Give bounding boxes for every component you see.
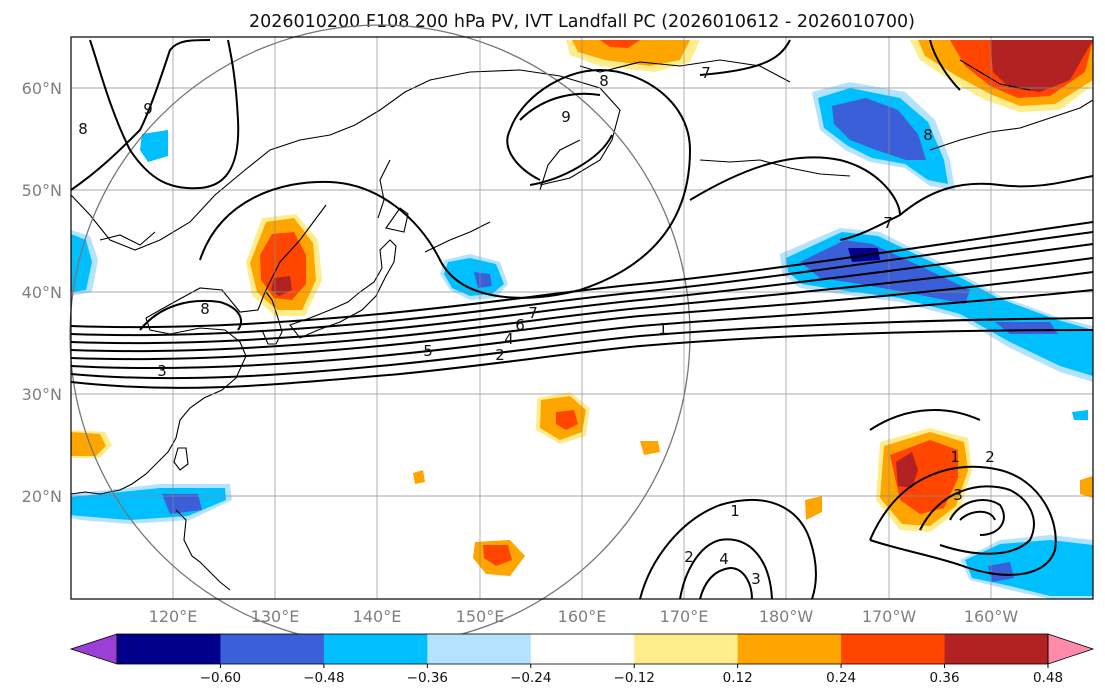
- contour-label-5: 5: [423, 342, 433, 360]
- contour-label-9b: 9: [561, 108, 571, 126]
- contour-label-3: 3: [157, 362, 167, 380]
- latitude-ticks: 60°N 50°N 40°N 30°N 20°N: [22, 79, 62, 506]
- colorbar-swatch: [944, 634, 1049, 664]
- colorbar-swatch: [117, 634, 221, 664]
- map-title: 2026010200 F108 200 hPa PV, IVT Landfall…: [249, 12, 915, 32]
- lat-tick-20n: 20°N: [22, 487, 62, 506]
- colorbar-extend-high: [1047, 633, 1095, 665]
- contour-label-7c: 7: [883, 214, 893, 232]
- contour-label-6: 6: [515, 316, 525, 334]
- colorbar-label: 0.48: [1033, 670, 1063, 686]
- pv-contours: [70, 39, 1094, 600]
- contour-label-4b: 4: [719, 550, 729, 568]
- lat-tick-50n: 50°N: [22, 181, 62, 200]
- contour-label-4: 4: [504, 330, 514, 348]
- colorbar-label: 0.36: [930, 670, 960, 686]
- contour-label-8c: 8: [599, 72, 609, 90]
- lon-tick-130e: 130°E: [251, 607, 300, 626]
- contour-label-7: 7: [701, 64, 711, 82]
- colorbar-label: −0.48: [303, 670, 344, 686]
- lon-tick-170w: 170°W: [862, 607, 917, 626]
- colorbar-extend-low: [69, 633, 118, 665]
- contour-label-2b: 2: [684, 548, 694, 566]
- colorbar-swatch: [323, 634, 428, 664]
- colorbar-label: −0.24: [510, 670, 551, 686]
- longitude-ticks: 120°E 130°E 140°E 150°E 160°E 170°E 180°…: [149, 607, 1019, 626]
- positive-anomaly-shading: [71, 40, 1093, 576]
- lon-tick-170e: 170°E: [660, 607, 709, 626]
- contour-label-7b: 7: [528, 304, 538, 322]
- colorbar-label: 0.24: [826, 670, 856, 686]
- lon-tick-180w: 180°W: [759, 607, 814, 626]
- colorbar-swatch: [220, 634, 325, 664]
- colorbar-swatch: [737, 634, 842, 664]
- contour-label-2: 2: [495, 346, 505, 364]
- contour-label-1b: 1: [730, 502, 740, 520]
- contour-label-3b: 3: [751, 570, 761, 588]
- colorbar-frame: [116, 633, 1049, 665]
- colorbar-swatch: [841, 634, 946, 664]
- negative-anomaly-shading: [71, 82, 1093, 599]
- colorbar-swatch: [634, 634, 739, 664]
- contour-label-8b: 8: [200, 300, 210, 318]
- colorbar: −0.60 −0.48 −0.36 −0.24 −0.12 0.12 0.24 0.36 0.4…: [69, 633, 1095, 686]
- contour-label-1: 1: [658, 320, 668, 338]
- colorbar-label: −0.60: [200, 670, 241, 686]
- contour-labels: 9 9 8 8 8 8 7 7 7 6 5 4 4 3 3 3 2 2 2 1 …: [78, 64, 995, 588]
- contour-label-3c: 3: [953, 486, 963, 504]
- lon-tick-140e: 140°E: [353, 607, 402, 626]
- map-frame: [70, 36, 1094, 600]
- contour-label-1c: 1: [950, 448, 960, 466]
- colorbar-swatch: [530, 634, 635, 664]
- lon-tick-160w: 160°W: [964, 607, 1019, 626]
- map-panel: 9 9 8 8 8 8 7 7 7 6 5 4 4 3 3 3 2 2 2 1 …: [69, 24, 1094, 646]
- lat-tick-30n: 30°N: [22, 385, 62, 404]
- colorbar-label: −0.12: [614, 670, 655, 686]
- colorbar-swatch: [427, 634, 532, 664]
- contour-label-2c: 2: [985, 448, 995, 466]
- lon-tick-120e: 120°E: [149, 607, 198, 626]
- colorbar-label: 0.12: [723, 670, 753, 686]
- lon-tick-160e: 160°E: [558, 607, 607, 626]
- lat-tick-60n: 60°N: [22, 79, 62, 98]
- lon-tick-150e: 150°E: [456, 607, 505, 626]
- contour-label-8d: 8: [923, 126, 933, 144]
- colorbar-label: −0.36: [407, 670, 448, 686]
- contour-label-8: 8: [78, 120, 88, 138]
- contour-label-9: 9: [143, 100, 153, 118]
- lat-tick-40n: 40°N: [22, 283, 62, 302]
